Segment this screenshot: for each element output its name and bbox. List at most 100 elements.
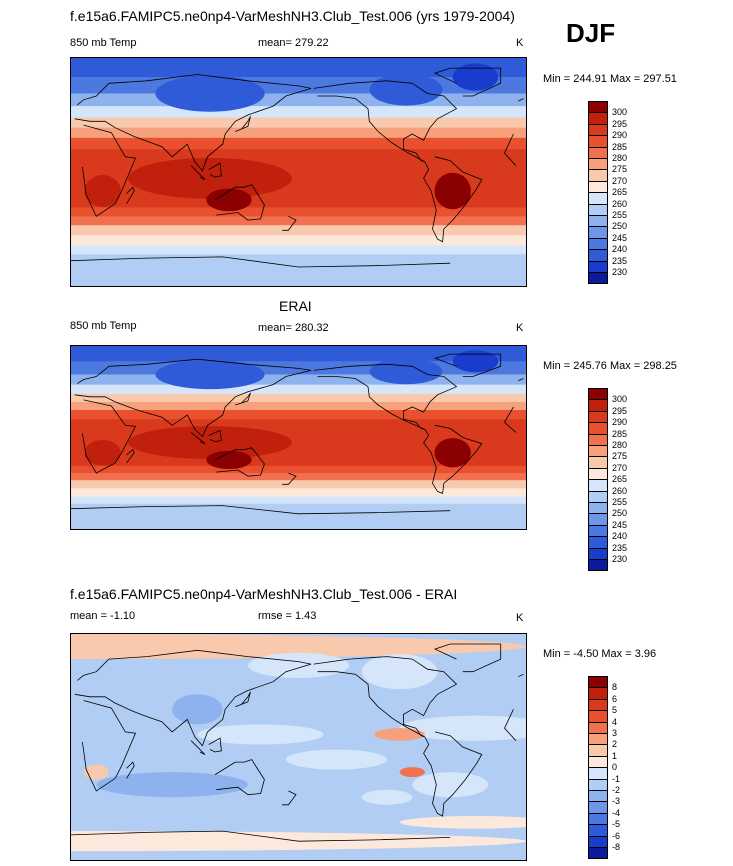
cold-patch — [369, 358, 443, 385]
warm-pool-patch — [206, 188, 252, 212]
panel-1-variable-label: 850 mb Temp — [70, 37, 137, 49]
colorbar-tick-label: -4 — [612, 807, 621, 818]
panel-2-variable-label: 850 mb Temp — [70, 320, 137, 332]
temperature-band — [71, 127, 526, 139]
season-label: DJF — [566, 18, 616, 48]
temperature-band — [71, 465, 526, 475]
coastline — [282, 472, 297, 485]
temperature-band — [71, 401, 526, 412]
coastline — [235, 691, 251, 708]
temperature-band — [71, 58, 526, 78]
colorbar-tick-label: 295 — [612, 118, 628, 129]
temperature-band — [71, 496, 526, 505]
panel-1-mean-label: mean= 279.22 — [258, 37, 329, 49]
colorbar-tick-label: 1 — [612, 750, 618, 761]
colorbar-tick-label: 245 — [612, 232, 628, 243]
panel-1-map — [70, 57, 527, 287]
coastline — [126, 761, 135, 779]
temperature-band — [71, 197, 526, 209]
colorbar-tick-label: 255 — [612, 497, 628, 507]
temperature-band — [71, 503, 526, 529]
colorbar-tick-label: 3 — [612, 728, 618, 738]
warm-pool-patch — [206, 450, 252, 470]
coastline — [82, 124, 517, 217]
diff-patch — [83, 764, 109, 780]
coastline — [282, 215, 297, 231]
colorbar-tick-label: 245 — [612, 519, 628, 530]
coastline — [214, 447, 265, 477]
coastline — [518, 378, 524, 381]
colorbar-tick-label: 0 — [612, 762, 618, 773]
diff-patch — [399, 767, 425, 778]
diff-patch — [399, 816, 526, 829]
coastline — [433, 353, 502, 377]
colorbar-tick-label: 300 — [612, 394, 628, 405]
temperature-band — [71, 149, 526, 163]
coastline — [71, 505, 451, 515]
colorbar-tick-label: -6 — [612, 830, 621, 841]
panel-3-rmse-label: rmse = 1.43 — [258, 610, 317, 622]
temperature-band — [71, 137, 526, 151]
panel-1-minmax: Min = 244.91 Max = 297.51 — [543, 73, 677, 85]
colorbar-tick-label: 290 — [612, 130, 628, 141]
warm-pool-patch — [434, 172, 471, 210]
cold-patch — [369, 73, 443, 106]
colorbar-tick-label: 5 — [612, 705, 618, 716]
coastline — [235, 116, 251, 132]
cold-patch — [155, 359, 265, 390]
colorbar-tick-label: 235 — [612, 255, 628, 266]
cold-patch — [452, 63, 499, 91]
temperature-band — [71, 207, 526, 218]
colorbar-tick-label: 235 — [612, 542, 628, 553]
temperature-band — [71, 393, 526, 403]
colorbar-tick-label: 230 — [612, 554, 628, 564]
diff-patch — [96, 772, 248, 798]
colorbar-tick-label: -1 — [612, 773, 621, 784]
diff-patch — [197, 724, 324, 745]
colorbar-tick-label: -3 — [612, 796, 621, 807]
colorbar-cell — [588, 559, 608, 572]
colorbar-tick-label: 275 — [612, 451, 628, 462]
diff-patch — [361, 654, 438, 690]
temperature-band — [71, 93, 526, 108]
colorbar-tick-label: 8 — [612, 682, 618, 693]
temperature-band — [71, 235, 526, 247]
coastline — [126, 449, 135, 464]
colorbar-tick-label: 265 — [612, 187, 628, 198]
coastline — [518, 673, 524, 678]
colorbar-tick-label: 250 — [612, 221, 628, 232]
diff-patch — [71, 634, 526, 660]
colorbar-tick-label: 260 — [612, 485, 628, 496]
panel-2-mean-label: mean= 280.32 — [258, 322, 329, 334]
temperature-band — [71, 419, 526, 431]
warm-pool-patch — [84, 175, 121, 207]
colorbar-tick-label: 285 — [612, 141, 628, 152]
coastline — [282, 790, 297, 806]
panel-1-title: f.e15a6.FAMIPC5.ne0np4-VarMeshNH3.Club_T… — [70, 8, 515, 24]
coastline — [190, 165, 206, 180]
cold-patch — [452, 350, 499, 373]
warm-pool-patch — [84, 439, 121, 466]
diff-patch — [361, 789, 413, 805]
panel-2-title: ERAI — [279, 298, 312, 314]
panel-1-unit-label: K — [516, 37, 524, 49]
colorbar-tick-label: 290 — [612, 417, 628, 428]
panel-3-unit-label: K — [516, 612, 524, 624]
colorbar-cell — [588, 272, 608, 285]
temperature-band — [71, 346, 526, 363]
diff-patch — [412, 772, 489, 798]
colorbar-tick-label: 2 — [612, 739, 618, 750]
panel-3-map — [70, 633, 527, 861]
colorbar-tick-label: 275 — [612, 164, 628, 175]
coastline — [74, 358, 312, 438]
temperature-band — [71, 245, 526, 256]
colorbar-tick-label: 4 — [612, 716, 618, 727]
coastline — [126, 186, 135, 204]
colorbar-tick-label: -2 — [612, 785, 621, 795]
colorbar-tick-label: -5 — [612, 819, 621, 830]
temperature-band — [71, 480, 526, 490]
coastline — [74, 649, 312, 747]
colorbar-cell — [588, 847, 608, 860]
colorbar-tick-label: 230 — [612, 267, 628, 277]
coastline — [71, 256, 451, 268]
